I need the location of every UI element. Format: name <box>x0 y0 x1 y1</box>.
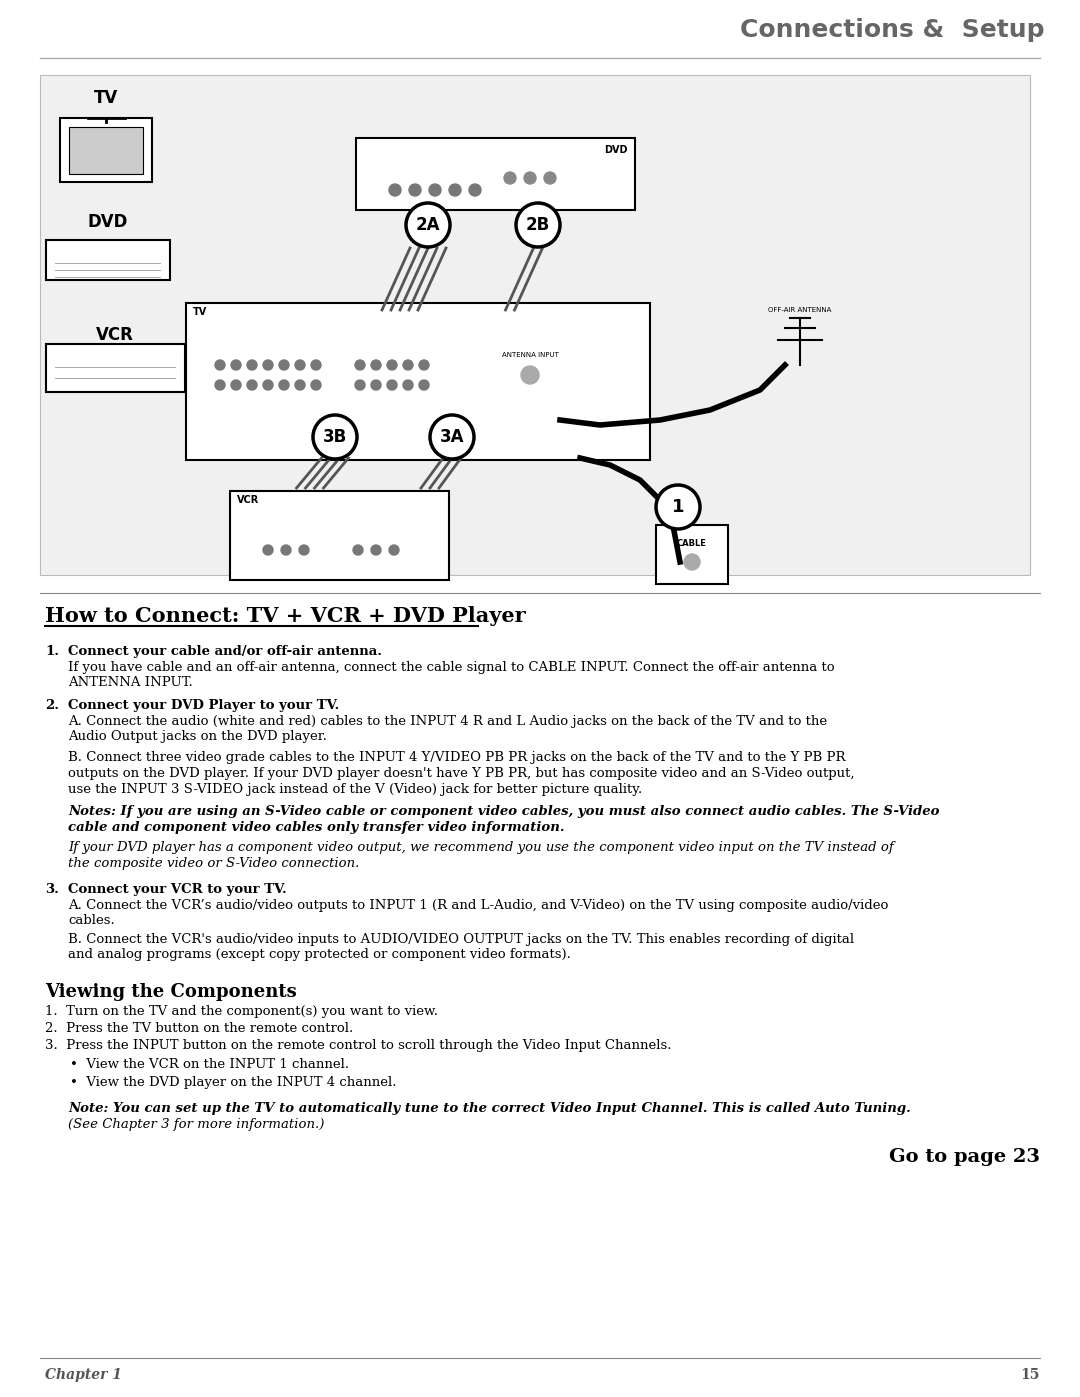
Text: 2A: 2A <box>416 217 441 235</box>
Text: A. Connect the VCR’s audio/video outputs to INPUT 1 (R and L-Audio, and V-Video): A. Connect the VCR’s audio/video outputs… <box>68 900 889 928</box>
Circle shape <box>389 184 401 196</box>
Text: VCR: VCR <box>237 495 259 504</box>
Text: DVD: DVD <box>605 145 627 155</box>
Text: DVD: DVD <box>87 212 129 231</box>
Text: Connect your DVD Player to your TV.: Connect your DVD Player to your TV. <box>68 698 339 712</box>
Circle shape <box>311 380 321 390</box>
Text: •  View the DVD player on the INPUT 4 channel.: • View the DVD player on the INPUT 4 cha… <box>70 1076 396 1090</box>
Circle shape <box>299 545 309 555</box>
Circle shape <box>469 184 481 196</box>
Circle shape <box>656 485 700 529</box>
Circle shape <box>355 380 365 390</box>
Circle shape <box>247 360 257 370</box>
Circle shape <box>372 545 381 555</box>
Text: Chapter 1: Chapter 1 <box>45 1368 122 1382</box>
Text: How to Connect: TV + VCR + DVD Player: How to Connect: TV + VCR + DVD Player <box>45 606 526 626</box>
FancyBboxPatch shape <box>40 75 1030 576</box>
Circle shape <box>231 360 241 370</box>
Circle shape <box>449 184 461 196</box>
Circle shape <box>372 380 381 390</box>
Text: (See Chapter 3 for more information.): (See Chapter 3 for more information.) <box>68 1118 324 1132</box>
Text: 3A: 3A <box>440 427 464 446</box>
Text: 2B: 2B <box>526 217 550 235</box>
Text: 1.: 1. <box>45 645 59 658</box>
Circle shape <box>419 360 429 370</box>
Circle shape <box>279 380 289 390</box>
Text: 2.  Press the TV button on the remote control.: 2. Press the TV button on the remote con… <box>45 1023 353 1035</box>
Circle shape <box>544 172 556 184</box>
Circle shape <box>684 555 700 570</box>
Circle shape <box>419 380 429 390</box>
Circle shape <box>281 545 291 555</box>
Text: B. Connect three video grade cables to the INPUT 4 Y/VIDEO PB PR jacks on the ba: B. Connect three video grade cables to t… <box>68 752 846 764</box>
FancyBboxPatch shape <box>60 117 152 182</box>
Circle shape <box>389 545 399 555</box>
Circle shape <box>355 360 365 370</box>
Text: use the INPUT 3 S-VIDEO jack instead of the V (Video) jack for better picture qu: use the INPUT 3 S-VIDEO jack instead of … <box>68 782 643 796</box>
Text: 1.  Turn on the TV and the component(s) you want to view.: 1. Turn on the TV and the component(s) y… <box>45 1004 438 1018</box>
Text: OFF-AIR ANTENNA: OFF-AIR ANTENNA <box>768 307 832 313</box>
Text: B. Connect the VCR's audio/video inputs to AUDIO/VIDEO OUTPUT jacks on the TV. T: B. Connect the VCR's audio/video inputs … <box>68 933 854 961</box>
Text: the composite video or S-Video connection.: the composite video or S-Video connectio… <box>68 856 360 870</box>
Circle shape <box>279 360 289 370</box>
Circle shape <box>231 380 241 390</box>
Text: Note: You can set up the TV to automatically tune to the correct Video Input Cha: Note: You can set up the TV to automatic… <box>68 1102 910 1115</box>
Circle shape <box>429 184 441 196</box>
FancyBboxPatch shape <box>186 303 650 460</box>
Text: TV: TV <box>94 89 118 108</box>
Circle shape <box>430 415 474 460</box>
Circle shape <box>264 545 273 555</box>
FancyBboxPatch shape <box>46 240 170 279</box>
Circle shape <box>264 360 273 370</box>
Circle shape <box>521 366 539 384</box>
Circle shape <box>387 360 397 370</box>
Circle shape <box>247 380 257 390</box>
Text: •  View the VCR on the INPUT 1 channel.: • View the VCR on the INPUT 1 channel. <box>70 1058 349 1071</box>
Text: 2.: 2. <box>45 698 59 712</box>
Text: Viewing the Components: Viewing the Components <box>45 983 297 1002</box>
Text: outputs on the DVD player. If your DVD player doesn't have Y PB PR, but has comp: outputs on the DVD player. If your DVD p… <box>68 767 854 780</box>
Text: A. Connect the audio (white and red) cables to the INPUT 4 R and L Audio jacks o: A. Connect the audio (white and red) cab… <box>68 715 827 743</box>
Text: Connections &  Setup: Connections & Setup <box>741 18 1045 42</box>
Text: Go to page 23: Go to page 23 <box>889 1148 1040 1166</box>
Circle shape <box>215 380 225 390</box>
Circle shape <box>504 172 516 184</box>
Text: CABLE: CABLE <box>677 538 707 548</box>
Circle shape <box>403 360 413 370</box>
Text: Connect your VCR to your TV.: Connect your VCR to your TV. <box>68 883 287 895</box>
Text: 3.  Press the INPUT button on the remote control to scroll through the Video Inp: 3. Press the INPUT button on the remote … <box>45 1039 672 1052</box>
Text: TV: TV <box>193 307 207 317</box>
Text: cable and component video cables only transfer video information.: cable and component video cables only tr… <box>68 821 565 834</box>
Circle shape <box>295 380 305 390</box>
Text: ANTENNA INPUT: ANTENNA INPUT <box>501 352 558 358</box>
Text: 3B: 3B <box>323 427 347 446</box>
FancyBboxPatch shape <box>46 344 185 393</box>
Text: Connect your cable and/or off-air antenna.: Connect your cable and/or off-air antenn… <box>68 645 382 658</box>
Circle shape <box>524 172 536 184</box>
Circle shape <box>406 203 450 247</box>
Circle shape <box>516 203 561 247</box>
Circle shape <box>295 360 305 370</box>
Text: If your DVD player has a component video output, we recommend you use the compon: If your DVD player has a component video… <box>68 841 894 854</box>
Circle shape <box>215 360 225 370</box>
FancyBboxPatch shape <box>656 525 728 584</box>
Text: VCR: VCR <box>96 326 134 344</box>
Circle shape <box>353 545 363 555</box>
Circle shape <box>409 184 421 196</box>
Circle shape <box>311 360 321 370</box>
Circle shape <box>403 380 413 390</box>
Text: 15: 15 <box>1021 1368 1040 1382</box>
FancyBboxPatch shape <box>69 127 143 175</box>
Circle shape <box>372 360 381 370</box>
Circle shape <box>313 415 357 460</box>
Text: Notes: If you are using an S-Video cable or component video cables, you must als: Notes: If you are using an S-Video cable… <box>68 805 940 819</box>
Circle shape <box>264 380 273 390</box>
FancyBboxPatch shape <box>230 490 449 580</box>
Text: If you have cable and an off-air antenna, connect the cable signal to CABLE INPU: If you have cable and an off-air antenna… <box>68 661 835 689</box>
FancyBboxPatch shape <box>356 138 635 210</box>
Text: 1: 1 <box>672 497 685 515</box>
Text: 3.: 3. <box>45 883 59 895</box>
Circle shape <box>387 380 397 390</box>
